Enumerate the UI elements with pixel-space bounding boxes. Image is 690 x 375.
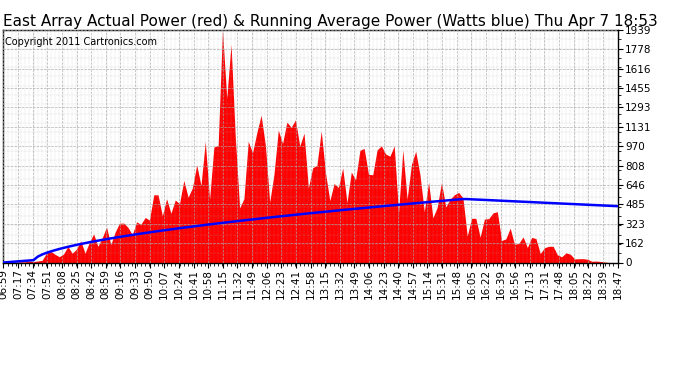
Text: East Array Actual Power (red) & Running Average Power (Watts blue) Thu Apr 7 18:: East Array Actual Power (red) & Running …	[3, 14, 658, 29]
Text: Copyright 2011 Cartronics.com: Copyright 2011 Cartronics.com	[5, 37, 157, 47]
